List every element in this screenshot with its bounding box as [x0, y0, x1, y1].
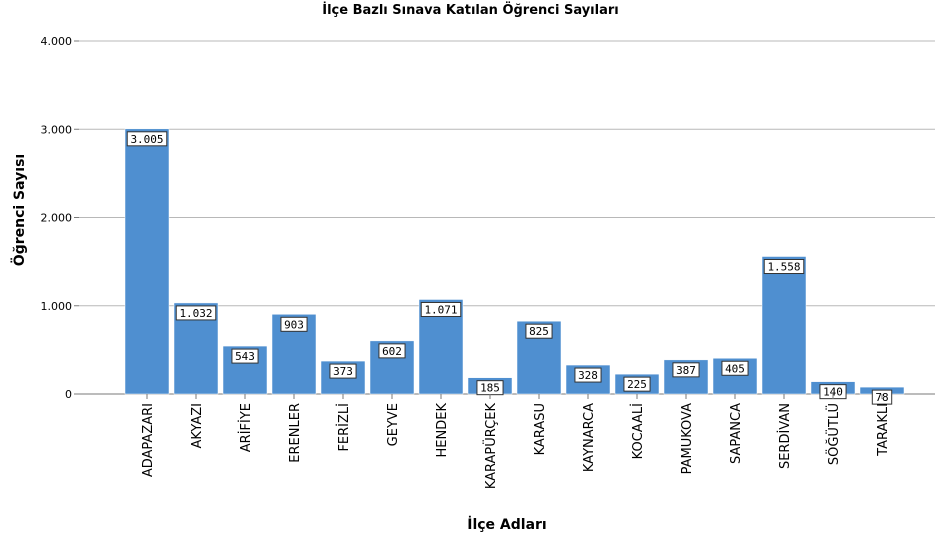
data-label-box — [721, 360, 749, 376]
x-category-label: KOCAALİ — [630, 403, 646, 459]
x-category-label: HENDEK — [435, 403, 450, 458]
data-label-box — [623, 376, 651, 392]
data-label-box — [525, 323, 553, 339]
x-category-label: SERDİVAN — [777, 403, 793, 469]
data-label: 373 — [333, 365, 353, 378]
data-label: 543 — [235, 350, 255, 363]
y-axis-ticks: 0 1.000 2.000 3.000 4.000 — [41, 35, 79, 401]
data-label-box — [329, 363, 357, 379]
x-category-label: KAYNARCA — [582, 403, 597, 472]
y-tick-label: 3.000 — [41, 123, 73, 136]
bar — [124, 128, 170, 395]
x-category-label: ADAPAZARI — [141, 403, 156, 477]
y-tick-label: 2.000 — [41, 212, 73, 225]
data-label-box — [574, 367, 602, 383]
x-category-label: KARAPÜRÇEK — [482, 403, 499, 490]
data-label-box — [175, 305, 217, 321]
data-label: 1.558 — [767, 261, 800, 274]
x-category-label: GEYVE — [386, 403, 401, 446]
bar — [761, 256, 807, 395]
x-category-label: ARİFİYE — [238, 403, 254, 452]
data-label: 405 — [725, 362, 745, 375]
data-label: 1.032 — [179, 307, 212, 320]
x-axis-categories: ADAPAZARI AKYAZI ARİFİYE ERENLER FERİZLİ GEYV… — [141, 394, 891, 489]
chart-title: İlçe Bazlı Sınava Katılan Öğrenci Sayıla… — [322, 3, 619, 18]
x-category-label: ERENLER — [288, 403, 303, 463]
x-category-label: FERİZLİ — [336, 403, 352, 452]
y-tick-label: 1.000 — [41, 300, 73, 313]
x-category-label: SÖĞÜTLÜ — [825, 403, 842, 465]
y-axis-title: Öğrenci Sayısı — [10, 154, 28, 266]
data-label: 3.005 — [130, 133, 163, 146]
data-label: 825 — [529, 325, 549, 338]
data-label: 225 — [627, 378, 647, 391]
data-label: 602 — [382, 345, 402, 358]
data-label-box — [280, 316, 308, 332]
data-label-box — [763, 259, 805, 275]
data-label: 387 — [676, 364, 696, 377]
data-label-box — [231, 348, 259, 364]
data-label-box — [378, 343, 406, 359]
x-category-label: KARASU — [533, 403, 548, 455]
data-label: 1.071 — [424, 303, 457, 316]
data-label: 328 — [578, 369, 598, 382]
data-label-box — [420, 301, 462, 317]
data-labels: 3.005 1.032 543 903 373 602 1.071 185 825 328 225 3… — [126, 131, 893, 405]
y-tick-label: 0 — [65, 388, 72, 401]
data-label-box — [126, 131, 168, 147]
x-category-label: SAPANCA — [729, 403, 744, 464]
data-label: 903 — [284, 318, 304, 331]
bar — [712, 358, 758, 395]
x-category-label: PAMUKOVA — [680, 403, 695, 475]
data-label-box — [672, 362, 700, 378]
data-label: 140 — [823, 386, 843, 399]
data-label: 185 — [480, 382, 500, 395]
x-category-label: AKYAZI — [190, 403, 205, 449]
y-tick-label: 4.000 — [41, 35, 73, 48]
x-category-label: TARAKLI — [876, 403, 891, 457]
x-axis-title: İlçe Adları — [467, 516, 546, 533]
